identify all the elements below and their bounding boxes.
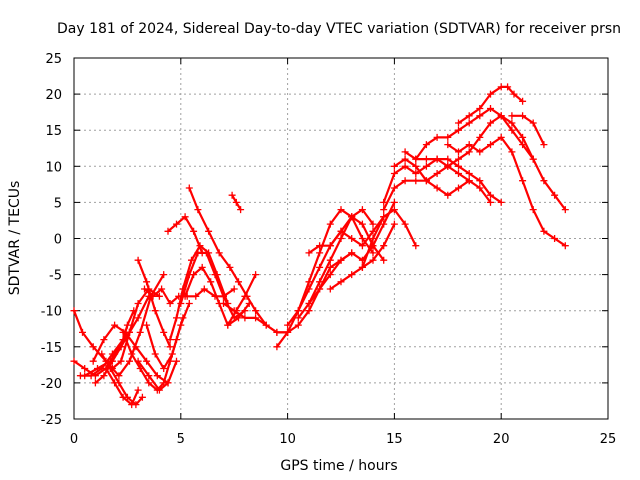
series-point-markers [508, 112, 548, 149]
y-tick-labels: 25 20 15 10 5 0 -5 -10 -15 -20 -25 [41, 52, 62, 428]
series-line [510, 114, 546, 146]
series-point-markers [134, 357, 180, 394]
y-tick-label: 25 [45, 52, 62, 67]
series-line [166, 215, 204, 254]
series-point-markers [228, 191, 245, 214]
series-arc-28 [326, 220, 398, 293]
series-point-markers [326, 220, 398, 293]
series-point-markers [305, 206, 377, 257]
y-tick-label: -10 [41, 305, 62, 320]
series-arc-8 [102, 365, 142, 409]
series-line [297, 201, 396, 319]
series-arc-17 [177, 249, 249, 322]
x-tick-label: 5 [177, 432, 185, 447]
series-arc-22 [224, 271, 260, 329]
series-line [94, 309, 135, 384]
series-line [286, 215, 385, 327]
series-line [145, 302, 191, 370]
series-arc-13 [143, 300, 193, 372]
series-point-markers [358, 206, 420, 271]
x-tick-labels: 0 5 10 15 20 25 [70, 432, 616, 447]
y-tick-label: -5 [49, 269, 62, 284]
series-point-markers [284, 213, 388, 329]
series-arc-27 [305, 206, 377, 257]
series-line [275, 208, 375, 348]
series-line [100, 352, 144, 406]
y-tick-label: 10 [45, 160, 62, 175]
series-arc-11 [134, 357, 180, 394]
series-line [179, 251, 246, 319]
series-line [72, 338, 125, 377]
series-line [393, 158, 492, 204]
series-point-markers [102, 365, 142, 409]
series-point-markers [143, 300, 193, 372]
x-tick-label: 25 [600, 432, 617, 447]
x-axis-title: GPS time / hours [280, 458, 397, 474]
series-arc-12 [134, 256, 174, 351]
y-tick-label: 15 [45, 124, 62, 139]
series-point-markers [91, 307, 138, 387]
series-line [184, 266, 251, 327]
series-line [457, 85, 524, 125]
series-line [111, 287, 161, 370]
series-point-markers [444, 133, 569, 250]
series-arc-34 [444, 133, 569, 250]
y-tick-label: -15 [41, 341, 62, 356]
x-tick-label: 15 [386, 432, 403, 447]
series-arc-31 [380, 155, 505, 206]
series-point-markers [134, 256, 174, 351]
series-line [226, 273, 257, 327]
series-arc-37 [412, 155, 473, 185]
series-arc-10 [108, 285, 163, 372]
series-arc-24 [284, 213, 388, 329]
y-tick-label: 20 [45, 88, 62, 103]
x-tick-label: 10 [279, 432, 296, 447]
grid [74, 58, 608, 419]
series-point-markers [164, 213, 206, 257]
y-axis-title: SDTVAR / TECUs [7, 181, 23, 296]
series-point-markers [412, 155, 473, 185]
x-tick-label: 0 [70, 432, 78, 447]
series-arc-20 [228, 191, 245, 214]
series-arc-36 [508, 112, 548, 149]
series-arc-29 [358, 206, 420, 271]
x-tick-label: 20 [493, 432, 510, 447]
series-arc-35 [455, 83, 527, 127]
y-tick-label: 0 [54, 233, 62, 248]
y-tick-label: -20 [41, 377, 62, 392]
chart-title: Day 181 of 2024, Sidereal Day-to-day VTE… [57, 21, 621, 37]
y-tick-label: 5 [54, 196, 62, 211]
series-arc-16 [164, 213, 206, 257]
series-line [92, 324, 170, 384]
series-line [137, 259, 172, 348]
y-tick-label: -25 [41, 413, 62, 428]
series-arc-5 [91, 307, 138, 387]
data-series [70, 83, 569, 409]
series-line [361, 208, 417, 269]
series-line [446, 136, 567, 247]
series-point-markers [224, 271, 260, 329]
series-arc-2 [70, 336, 127, 380]
series-point-markers [455, 83, 527, 127]
series-line [382, 158, 503, 204]
